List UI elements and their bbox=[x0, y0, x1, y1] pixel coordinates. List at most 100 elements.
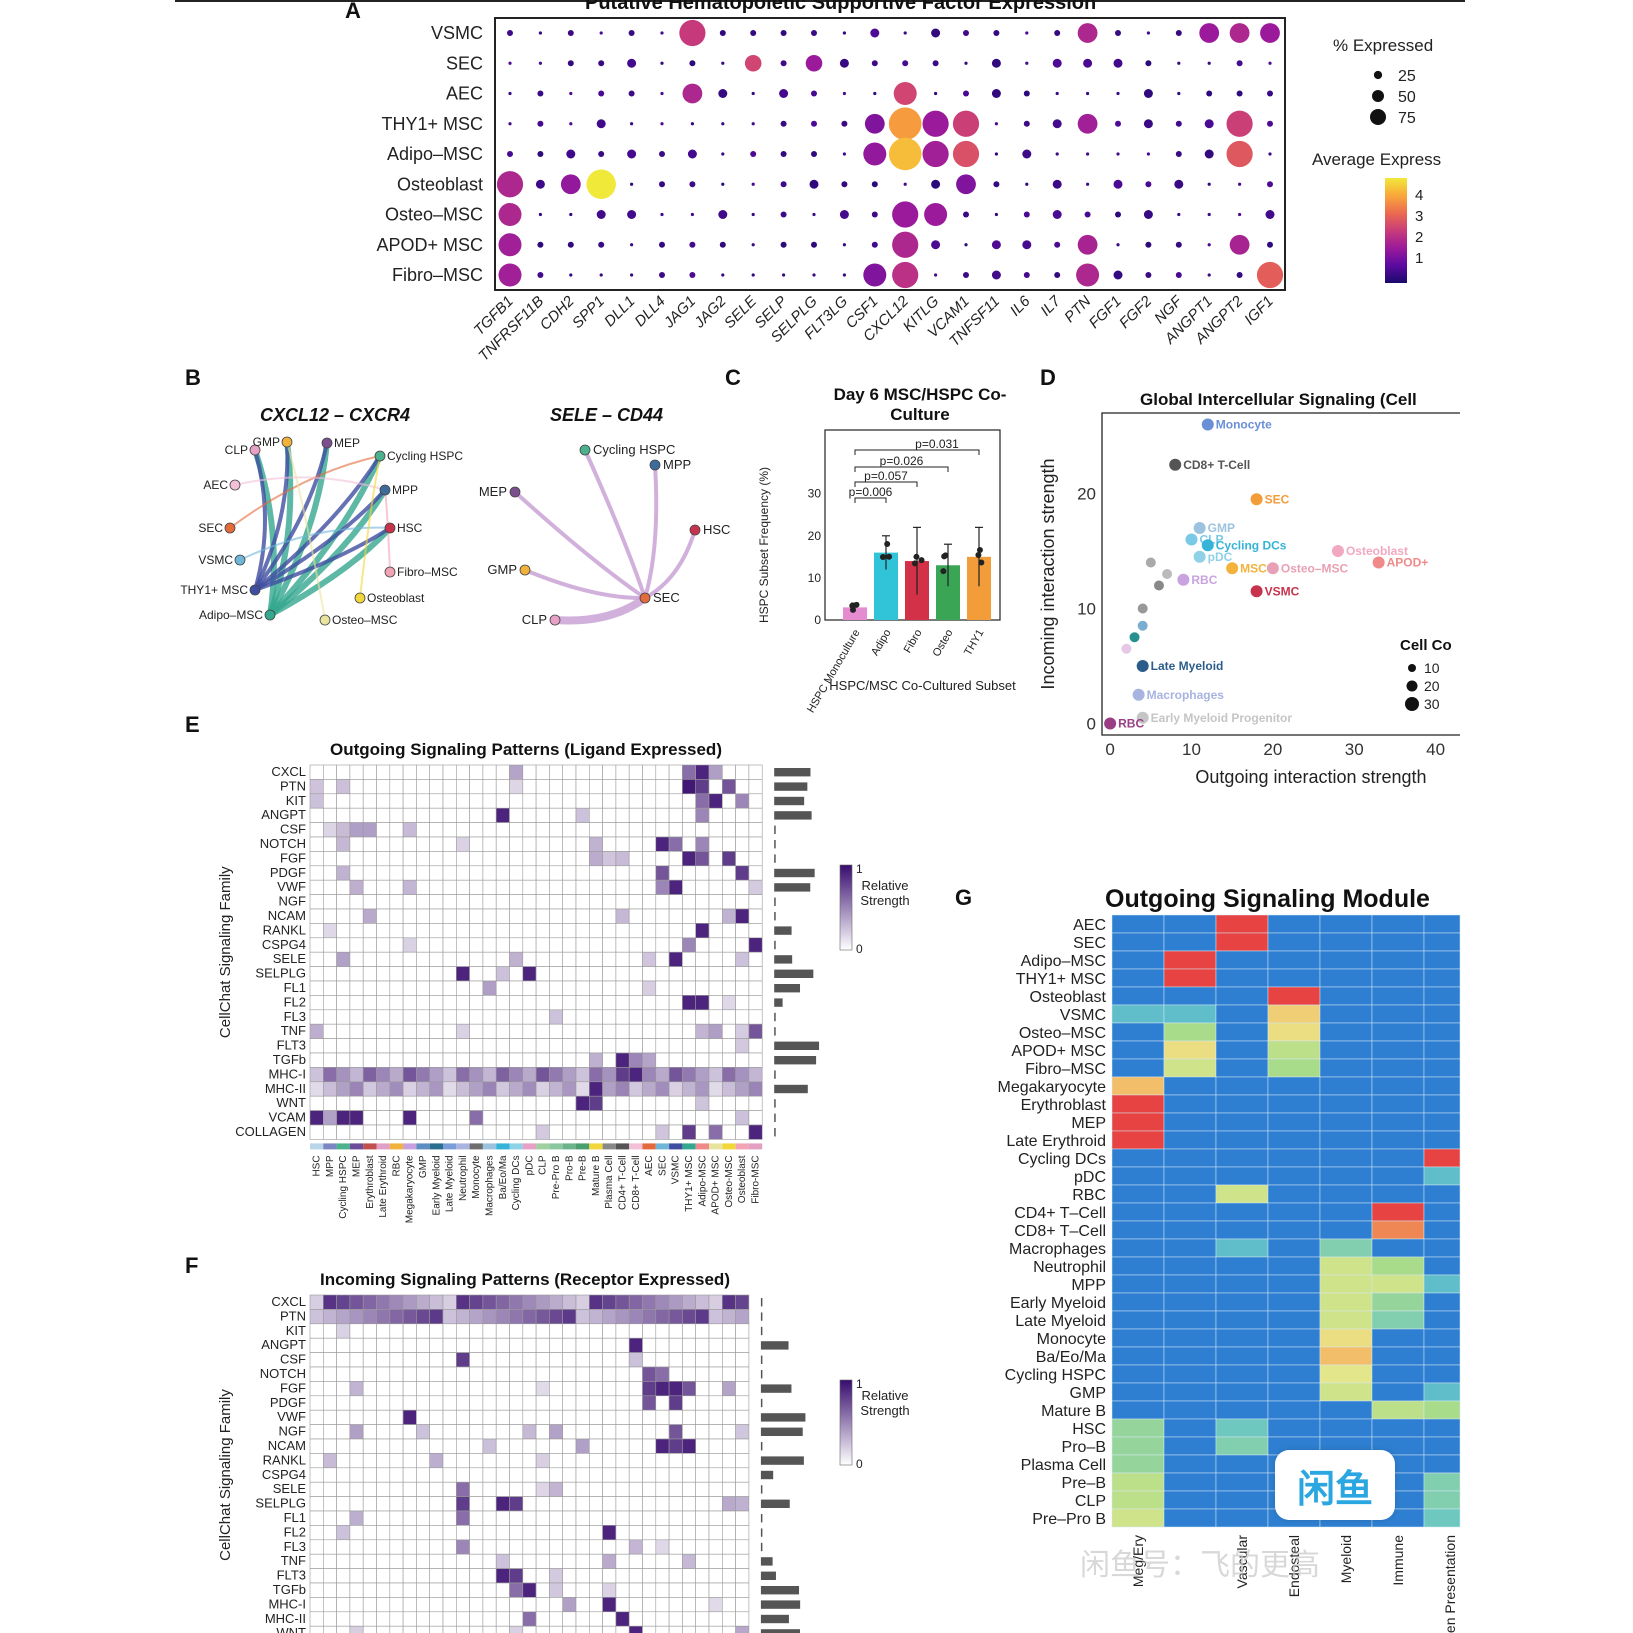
heatmap-cell bbox=[455, 923, 470, 939]
heatmap-cell bbox=[721, 1067, 736, 1083]
module-cell bbox=[1215, 1094, 1269, 1114]
heatmap-cell bbox=[482, 1611, 497, 1627]
module-row-label: CD4+ T–Cell bbox=[1014, 1205, 1106, 1222]
heatmap-cell bbox=[575, 1553, 590, 1569]
dotplot-dot bbox=[1204, 119, 1214, 129]
heatmap-cell bbox=[309, 1496, 324, 1512]
heatmap-row-bar bbox=[760, 1370, 763, 1379]
heatmap-cell bbox=[349, 851, 364, 867]
heatmap-cell bbox=[429, 879, 444, 895]
module-cell bbox=[1423, 914, 1461, 934]
heatmap-cell bbox=[455, 836, 470, 852]
dotplot-dot bbox=[1077, 23, 1098, 43]
heatmap-cell bbox=[549, 764, 563, 780]
heatmap-cell bbox=[455, 995, 470, 1011]
dotplot-dot bbox=[1256, 261, 1284, 289]
heatmap-cell bbox=[655, 1052, 670, 1068]
heatmap-cell bbox=[708, 1366, 723, 1382]
heatmap-cell bbox=[735, 1525, 750, 1541]
heatmap-cell bbox=[455, 822, 470, 838]
dotplot-dot bbox=[991, 58, 1001, 68]
heatmap-cell bbox=[682, 1381, 696, 1397]
heatmap-cell bbox=[349, 951, 364, 967]
dotplot-dot bbox=[721, 61, 725, 65]
module-cell bbox=[1371, 1346, 1425, 1366]
scatter-point-label: Cycling DCs bbox=[1216, 538, 1287, 552]
network-node-label: GMP bbox=[487, 562, 517, 577]
heatmap-cell bbox=[748, 879, 763, 895]
module-cell bbox=[1215, 1004, 1269, 1024]
heatmap-cell bbox=[748, 822, 763, 838]
heatmap-row-label: CXCL bbox=[271, 1294, 306, 1309]
heatmap-cell bbox=[668, 1352, 683, 1368]
module-row-label: CD8+ T–Cell bbox=[1014, 1223, 1106, 1240]
network-node bbox=[224, 522, 236, 534]
heatmap-row-bar bbox=[774, 1041, 820, 1050]
heatmap-cell bbox=[735, 908, 750, 924]
heatmap-cell bbox=[495, 1381, 510, 1397]
module-col-label: Meg/Ery bbox=[1130, 1535, 1146, 1587]
heatmap-cell bbox=[442, 1124, 457, 1140]
dotplot-gene-label: IL7 bbox=[1037, 292, 1064, 319]
heatmap-row-bar bbox=[774, 1128, 776, 1137]
heatmap-cell bbox=[482, 836, 497, 852]
heatmap-cell bbox=[628, 1409, 643, 1425]
scatter-x-label: Outgoing interaction strength bbox=[1195, 767, 1426, 787]
heatmap-cell bbox=[668, 1366, 683, 1382]
heatmap-col-label: Osteoblast bbox=[737, 1155, 748, 1203]
heatmap-cell bbox=[455, 1081, 470, 1097]
module-cell bbox=[1267, 1328, 1321, 1348]
heatmap-cell bbox=[602, 1611, 617, 1627]
heatmap-cell bbox=[721, 1366, 736, 1382]
module-cell bbox=[1319, 1418, 1373, 1438]
dotplot-dot bbox=[1206, 90, 1213, 97]
dotplot-dot bbox=[719, 30, 726, 36]
heatmap-cell bbox=[588, 1366, 603, 1382]
heatmap-cell bbox=[682, 1438, 696, 1454]
heatmap-cell bbox=[455, 1381, 470, 1397]
dotplot-dot bbox=[1145, 181, 1152, 188]
heatmap-cell bbox=[655, 1467, 670, 1483]
heatmap-cell bbox=[376, 1597, 391, 1613]
heatmap-cell bbox=[469, 980, 484, 996]
heatmap-cell bbox=[549, 1625, 563, 1633]
heatmap-cell bbox=[349, 1323, 364, 1339]
color-legend-label: 4 bbox=[1415, 187, 1423, 204]
heatmap-cell bbox=[509, 1352, 524, 1368]
heatmap-cell bbox=[721, 1525, 736, 1541]
bar-x-label: THY1 bbox=[962, 628, 986, 658]
dotplot-dot bbox=[991, 89, 1001, 98]
module-cell bbox=[1111, 1004, 1165, 1024]
heatmap-cell bbox=[482, 1323, 497, 1339]
heatmap-cell bbox=[376, 951, 391, 967]
heatmap-cell bbox=[695, 764, 710, 780]
heatmap-cell bbox=[416, 951, 430, 967]
heatmap-cell bbox=[522, 1597, 537, 1613]
bar-y-tick: 30 bbox=[808, 487, 822, 501]
pvalue-bracket bbox=[854, 466, 949, 472]
heatmap-cell bbox=[588, 1553, 603, 1569]
heatmap-cell bbox=[469, 764, 484, 780]
heatmap-cell bbox=[362, 807, 377, 823]
heatmap-cell bbox=[469, 908, 484, 924]
dotplot-dot bbox=[567, 60, 574, 67]
heatmap-cell bbox=[668, 1337, 683, 1353]
heatmap-cell bbox=[655, 807, 670, 823]
pvalue-label: p=0.057 bbox=[864, 469, 908, 483]
heatmap-cell bbox=[682, 937, 696, 953]
dotplot-dot bbox=[1238, 182, 1242, 186]
heatmap-cell bbox=[376, 1611, 391, 1627]
heatmap-cell bbox=[588, 980, 603, 996]
dotplot-dot bbox=[963, 90, 969, 97]
heatmap-cell bbox=[376, 1539, 391, 1555]
heatmap-cell bbox=[615, 908, 630, 924]
heatmap-cell bbox=[628, 1323, 643, 1339]
scatter-point bbox=[1153, 580, 1164, 591]
heatmap-cell bbox=[682, 1597, 696, 1613]
heatmap-row-label: RANKL bbox=[263, 922, 306, 937]
heatmap-cell bbox=[455, 1409, 470, 1425]
module-row-label: THY1+ MSC bbox=[1016, 971, 1106, 988]
heatmap-cell bbox=[442, 836, 457, 852]
dotplot-dot bbox=[721, 122, 725, 126]
